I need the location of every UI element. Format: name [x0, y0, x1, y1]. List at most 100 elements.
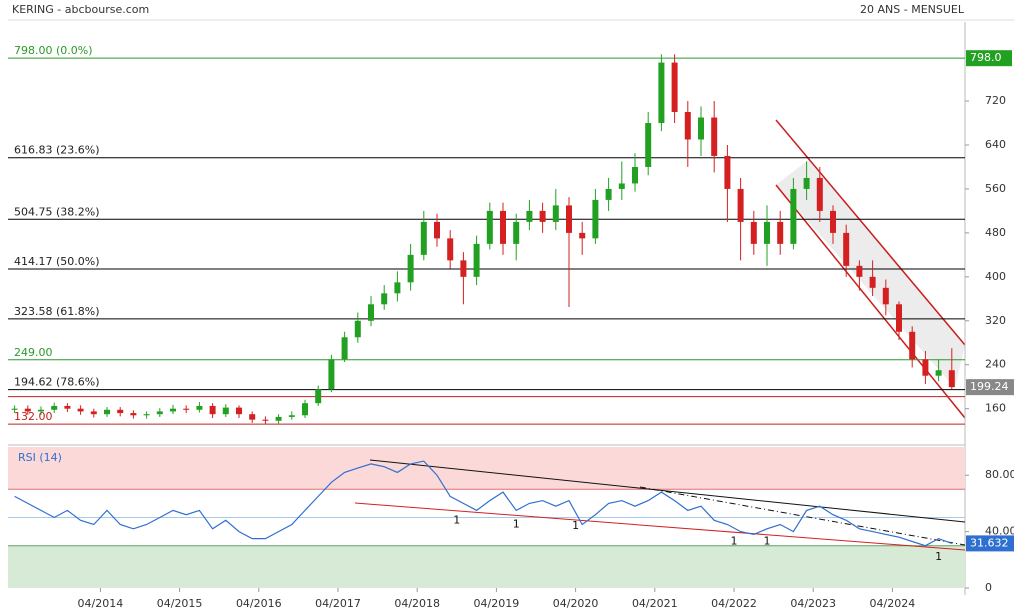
- x-tick-label: 04/2019: [474, 597, 520, 610]
- level-label: 132.00: [14, 410, 53, 423]
- candle-body: [117, 409, 124, 414]
- candle-body: [170, 408, 176, 412]
- chart-title: KERING - abcbourse.com: [12, 3, 149, 16]
- y-tick-label: 480: [985, 226, 1006, 239]
- y-tick-label: 0: [985, 581, 992, 594]
- annotation: 1: [513, 518, 520, 531]
- candle-body: [698, 117, 704, 140]
- candle-body: [77, 408, 84, 412]
- x-tick-label: 04/2023: [790, 597, 836, 610]
- x-tick-label: 04/2018: [394, 597, 440, 610]
- price-marker-label: 798.0: [970, 51, 1002, 64]
- candle-body: [262, 419, 269, 421]
- rsi-trendline: [369, 459, 966, 523]
- x-tick-label: 04/2015: [157, 597, 203, 610]
- candle-body: [288, 415, 295, 417]
- last-value-box: [966, 535, 1014, 552]
- candle-body: [64, 405, 71, 409]
- candle-body: [302, 403, 308, 416]
- level-label: 504.75 (38.2%): [14, 205, 100, 218]
- candle-body: [711, 117, 718, 156]
- last-price-box: [966, 379, 1014, 396]
- overbought-zone: [8, 447, 965, 490]
- candle-body: [183, 408, 190, 410]
- candle-body: [24, 408, 31, 412]
- y-tick-label: 240: [985, 358, 1006, 371]
- candle-body: [526, 210, 533, 222]
- candle-body: [684, 112, 691, 140]
- annotation: 1: [572, 519, 579, 532]
- candle-body: [566, 205, 572, 233]
- candle-body: [843, 232, 850, 266]
- candle-body: [104, 409, 110, 415]
- level-label: 323.58 (61.8%): [14, 305, 100, 318]
- candle-body: [156, 411, 163, 415]
- candle-body: [935, 370, 942, 376]
- candle-body: [724, 155, 731, 189]
- candle-body: [420, 221, 427, 255]
- candle-body: [790, 188, 797, 244]
- candle-body: [473, 243, 480, 277]
- price-marker: [966, 50, 1012, 67]
- candle-body: [38, 409, 44, 412]
- candle-body: [460, 260, 467, 277]
- rsi-title: RSI (14): [18, 451, 62, 464]
- y-tick-label: 640: [985, 138, 1006, 151]
- last-price-label: 199.24: [970, 380, 1009, 393]
- candle-body: [222, 407, 229, 415]
- y-tick-label: 720: [985, 94, 1006, 107]
- candle-body: [552, 205, 559, 222]
- level-label: 249.00: [14, 346, 53, 359]
- candle-body: [394, 282, 401, 294]
- chart-subtitle: 20 ANS - MENSUEL: [860, 3, 965, 16]
- candle-body: [777, 221, 784, 244]
- candle-body: [632, 166, 638, 184]
- y-tick-label: 560: [985, 182, 1006, 195]
- candle-body: [368, 304, 374, 321]
- candle-body: [579, 232, 586, 239]
- candle-body: [236, 407, 242, 415]
- candle-body: [11, 408, 18, 410]
- annotation: 1: [764, 534, 771, 547]
- level-label: 798.00 (0.0%): [14, 44, 93, 57]
- last-value-label: 31.632: [970, 536, 1009, 549]
- candle-body: [856, 265, 863, 277]
- x-tick-label: 04/2022: [711, 597, 757, 610]
- x-tick-label: 04/2020: [553, 597, 599, 610]
- candle-body: [896, 304, 902, 332]
- y-tick-label: 80.00: [985, 468, 1014, 481]
- candle-body: [539, 210, 546, 222]
- candle-body: [209, 405, 216, 415]
- candle-body: [315, 389, 322, 404]
- candle-body: [830, 210, 836, 233]
- rsi-line: [14, 460, 953, 547]
- candle-body: [328, 359, 335, 390]
- candle-body: [381, 293, 388, 305]
- level-label: 414.17 (50.0%): [14, 255, 100, 268]
- candle-body: [51, 405, 58, 410]
- candle-body: [434, 221, 440, 239]
- candle-body: [592, 199, 599, 239]
- candle-body: [658, 62, 665, 124]
- x-tick-label: 04/2021: [632, 597, 678, 610]
- candle-body: [130, 413, 137, 416]
- candle-body: [737, 188, 744, 222]
- candle-body: [341, 337, 348, 360]
- candle-body: [869, 276, 876, 288]
- x-tick-label: 04/2024: [870, 597, 916, 610]
- y-tick-label: 40.00: [985, 525, 1014, 538]
- candle-body: [671, 62, 678, 113]
- candle-body: [196, 405, 203, 410]
- x-tick-label: 04/2016: [236, 597, 282, 610]
- annotation: 1: [453, 513, 460, 526]
- x-tick-label: 04/2014: [78, 597, 124, 610]
- candle-body: [618, 183, 625, 189]
- y-tick-label: 160: [985, 402, 1006, 415]
- annotation: 1: [935, 550, 942, 563]
- channel-line: [775, 184, 966, 419]
- candle-body: [764, 221, 770, 244]
- candle-body: [407, 254, 414, 283]
- candle-body: [447, 238, 454, 261]
- candle-body: [486, 210, 493, 244]
